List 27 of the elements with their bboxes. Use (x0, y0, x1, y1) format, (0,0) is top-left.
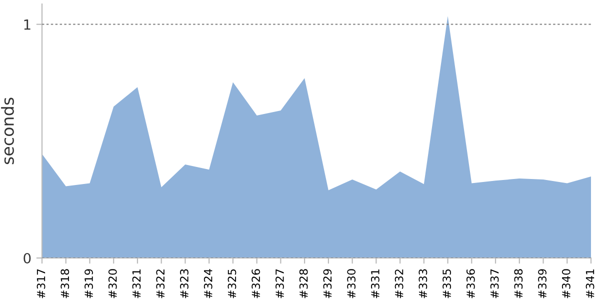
x-tick-label: #320 (108, 269, 117, 298)
x-tick-label: #322 (156, 270, 165, 298)
x-tick-label: #321 (132, 269, 141, 298)
x-tick-label: #333 (418, 269, 428, 298)
x-tick-label: #332 (394, 270, 404, 298)
x-tick-label: #330 (347, 269, 356, 298)
x-tick-label: #325 (228, 269, 236, 298)
y-axis-title: seconds (1, 98, 14, 164)
x-tick-label: #339 (538, 269, 546, 298)
x-tick-label: #336 (466, 269, 475, 298)
x-tick-label: #318 (60, 269, 70, 298)
x-tick-label: #324 (204, 269, 212, 298)
x-tick-label: #329 (323, 269, 332, 298)
x-tick-label: #319 (84, 269, 93, 298)
x-tick-label: #338 (514, 269, 523, 298)
x-tick-label: #335 (442, 269, 452, 298)
x-tick-label: #337 (490, 269, 499, 298)
y-tick-label: 1 (24, 19, 30, 30)
x-tick-label: #323 (180, 269, 188, 298)
x-tick-label: #317 (36, 269, 46, 298)
x-tick-label: #328 (299, 269, 308, 298)
x-tick-label: #327 (276, 269, 284, 298)
x-tick-label: #340 (562, 269, 570, 298)
y-tick-label: 0 (24, 252, 31, 264)
x-tick-label: #341 (586, 269, 594, 298)
x-tick-label: #331 (370, 269, 380, 298)
x-tick-label: #326 (252, 269, 260, 298)
